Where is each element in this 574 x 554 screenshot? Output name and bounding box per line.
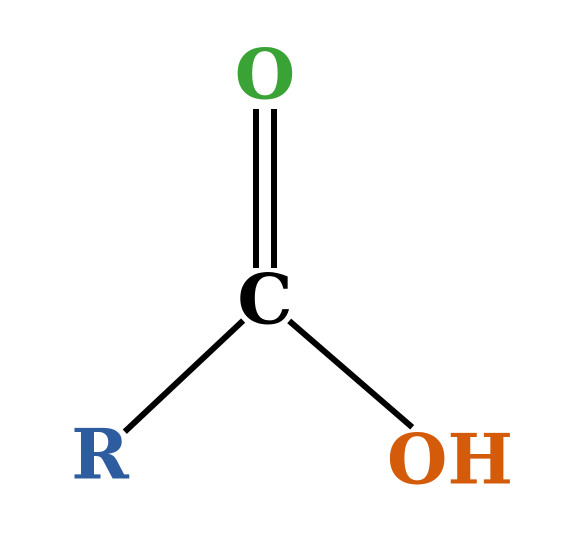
atom-oh: OH [387, 425, 513, 494]
atom-o: O [235, 40, 295, 109]
atom-c: C [237, 265, 292, 334]
atom-r: R [71, 420, 129, 489]
structure-canvas: O C OH R [0, 0, 574, 554]
